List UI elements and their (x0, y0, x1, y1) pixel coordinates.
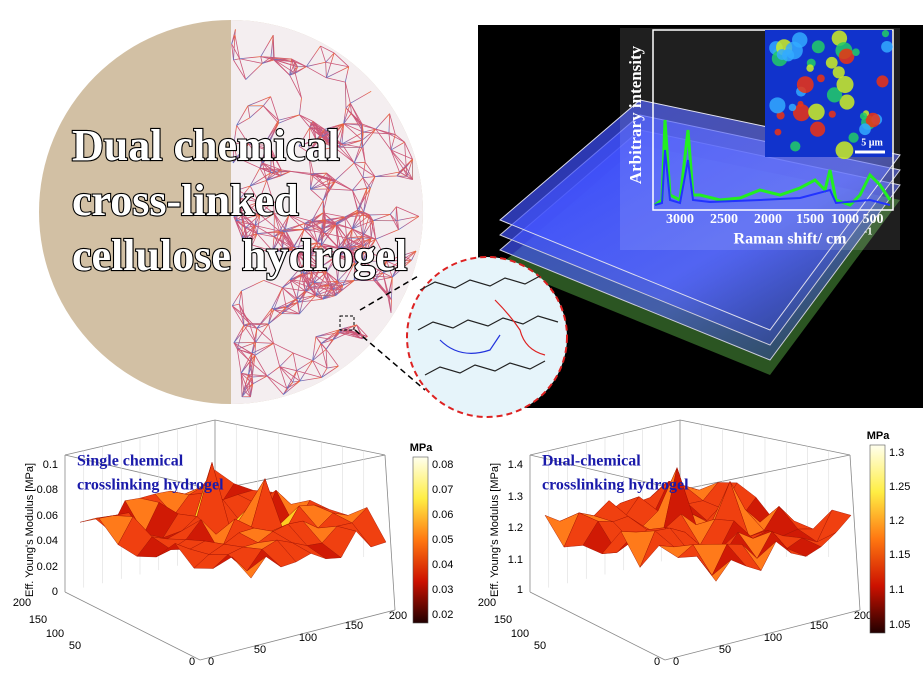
y-axis-label: Arbitrary intensity (626, 45, 645, 184)
surface-plot: Dual-chemical crosslinking hydrogel Eff. Y… (478, 419, 910, 668)
molecule-circle (406, 256, 568, 418)
colorbar-tick-label: 0.03 (432, 584, 453, 596)
title-line: cellulose hydrogel (72, 231, 407, 280)
y-tick-label: 200 (478, 597, 496, 609)
axis-box (199, 609, 396, 661)
x-tick-label: 500 (863, 212, 884, 227)
y-tick-label: 150 (29, 614, 47, 626)
x-axis-label-sup: -1 (864, 226, 872, 237)
y-tick-label: 100 (511, 628, 529, 640)
colorbar-tick-label: 1.25 (889, 481, 910, 493)
panel-label: crosslinking hydrogel (77, 477, 224, 494)
colorbar-unit: MPa (410, 442, 434, 454)
y-tick-label: 50 (69, 640, 81, 652)
z-tick-label: 0.06 (37, 510, 58, 522)
x-tick-label: 0 (673, 656, 679, 668)
spectrum-green (654, 119, 892, 207)
x-tick-label: 150 (810, 620, 828, 632)
colorbar-tick-label: 0.07 (432, 484, 453, 496)
colorbar-tick-label: 1.05 (889, 619, 910, 631)
molecule-sketch (417, 275, 559, 376)
x-tick-label: 0 (208, 656, 214, 668)
z-tick-label: 1 (517, 584, 523, 596)
colorbar-tick-label: 0.04 (432, 559, 453, 571)
z-tick-label: 0.04 (37, 535, 58, 547)
title-line: cross-linked (72, 176, 299, 225)
x-tick-label: 2000 (754, 212, 782, 227)
x-tick-label: 200 (854, 610, 872, 622)
x-tick-label: 50 (254, 644, 266, 656)
x-tick-label: 100 (299, 632, 317, 644)
surface-facet (231, 556, 267, 579)
colorbar-tick-label: 1.1 (889, 584, 904, 596)
z-tick-label: 1.2 (508, 522, 523, 534)
colorbar-tick-label: 0.06 (432, 509, 453, 521)
zoom-line (354, 329, 426, 391)
spectrum-blue (654, 149, 891, 206)
y-tick-label: 50 (534, 640, 546, 652)
x-tick-label: 3000 (666, 212, 694, 227)
raman-layers (499, 99, 901, 375)
axis-box (849, 454, 861, 611)
z-tick-label: 0.1 (43, 459, 58, 471)
colorbar-tick-label: 1.3 (889, 447, 904, 459)
y-tick-label: 0 (189, 656, 195, 668)
panel-label: Single chemical (77, 453, 184, 470)
colorbar (412, 456, 429, 624)
x-tick-label: 100 (764, 632, 782, 644)
zoom-line (359, 274, 421, 311)
x-tick-label: 2500 (710, 212, 738, 227)
x-tick-label: 1000 (831, 212, 859, 227)
y-tick-label: 0 (654, 656, 660, 668)
z-tick-label: 1.1 (508, 554, 523, 566)
panel-label: Dual-chemical (542, 453, 641, 470)
zoom-box (339, 315, 355, 331)
colorbar (869, 444, 886, 634)
colorbar-unit: MPa (867, 430, 891, 442)
x-tick-label: 150 (345, 620, 363, 632)
raman-map-spots (769, 30, 893, 160)
axis-box (664, 609, 861, 661)
z-tick-label: 0.08 (37, 484, 58, 496)
z-tick-label: 1.4 (508, 459, 523, 471)
y-tick-label: 150 (494, 614, 512, 626)
colorbar-tick-label: 1.15 (889, 549, 910, 561)
z-axis-label: Eff. Young's Modulus [MPa] (489, 463, 501, 597)
panel-label: crosslinking hydrogel (542, 477, 689, 494)
z-axis-label: Eff. Young's Modulus [MPa] (24, 463, 36, 597)
colorbar-tick-label: 0.05 (432, 534, 453, 546)
surface-facet (696, 556, 732, 582)
colorbar-tick-label: 0.08 (432, 459, 453, 471)
mesh-sphere (231, 20, 423, 404)
axis-box (529, 591, 666, 661)
scale-bar-label: 5 µm (861, 137, 883, 148)
z-tick-label: 0 (52, 586, 58, 598)
y-tick-label: 200 (13, 597, 31, 609)
axis-box (384, 454, 396, 611)
z-tick-label: 0.02 (37, 561, 58, 573)
colorbar-tick-label: 1.2 (889, 515, 904, 527)
x-tick-label: 200 (389, 610, 407, 622)
x-tick-label: 50 (719, 644, 731, 656)
z-tick-label: 1.3 (508, 491, 523, 503)
surface-plot: Single chemical crosslinking hydrogel Eff.… (13, 419, 453, 668)
axis-box (64, 591, 201, 661)
y-tick-label: 100 (46, 628, 64, 640)
x-axis-label: Raman shift/ cm (734, 231, 848, 248)
x-tick-label: 1500 (796, 212, 824, 227)
colorbar-tick-label: 0.02 (432, 609, 453, 621)
title-line: Dual chemical (72, 121, 340, 170)
